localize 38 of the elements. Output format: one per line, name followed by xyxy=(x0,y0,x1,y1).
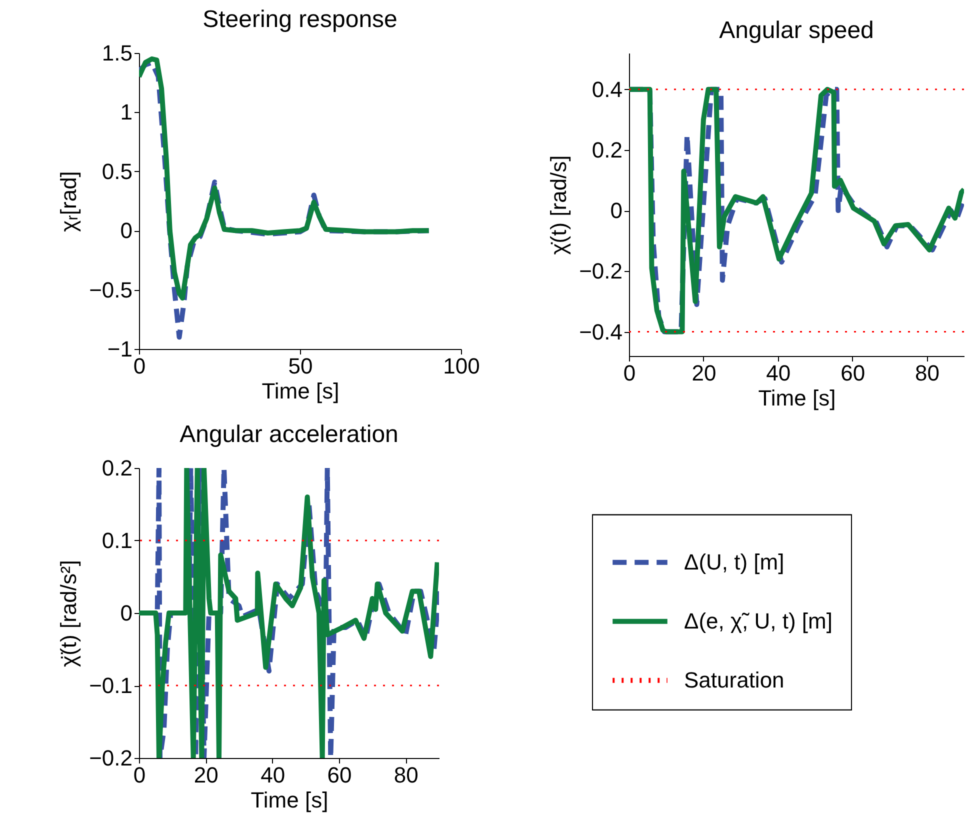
y-tick-label: 0.2 xyxy=(102,456,132,480)
legend-label: Δ(e, χ̃, U, t) [m] xyxy=(684,608,832,634)
legend-label: Saturation xyxy=(684,667,784,692)
x-axis-title: Time [s] xyxy=(758,386,836,410)
x-tick-label: 60 xyxy=(327,762,352,788)
y-tick-label: 1.5 xyxy=(102,40,132,66)
y-axis-title: χ̇(t) [rad/s] xyxy=(546,155,572,255)
x-tick-label: 80 xyxy=(394,762,418,788)
x-tick-label: 20 xyxy=(692,360,716,386)
chart-title: Steering response xyxy=(202,6,398,33)
y-tick-label: −1 xyxy=(107,336,132,362)
y-tick-label: −0.2 xyxy=(579,258,622,284)
y-tick-label: 0 xyxy=(120,600,132,626)
y-tick-label: −0.5 xyxy=(89,277,132,302)
chart-title: Angular acceleration xyxy=(180,421,398,448)
x-tick-label: 50 xyxy=(288,354,313,378)
y-tick-label: 0 xyxy=(610,198,622,224)
legend-label: Δ(U, t) [m] xyxy=(684,549,784,574)
y-tick-label: 0 xyxy=(120,218,132,244)
x-tick-label: 80 xyxy=(915,360,940,386)
y-axis-title: χᵣ[rad] xyxy=(56,171,82,232)
y-tick-label: −0.2 xyxy=(89,746,132,770)
y-tick-label: 1 xyxy=(120,100,132,125)
x-tick-label: 20 xyxy=(194,762,218,788)
x-axis-title: Time [s] xyxy=(262,378,340,404)
y-tick-label: −0.1 xyxy=(89,673,132,698)
y-tick-label: 0.1 xyxy=(102,528,132,553)
y-tick-label: 0.5 xyxy=(102,158,132,184)
y-axis-title: χ̈(t) [rad/s²] xyxy=(56,560,82,667)
chart-title: Angular speed xyxy=(719,17,874,44)
y-tick-label: 0.2 xyxy=(592,137,622,162)
y-tick-label: 0.4 xyxy=(592,76,622,102)
x-tick-label: 40 xyxy=(260,762,286,788)
x-tick-label: 100 xyxy=(443,354,480,378)
y-tick-label: −0.4 xyxy=(579,319,622,344)
x-axis-title: Time [s] xyxy=(250,788,328,812)
x-tick-label: 40 xyxy=(766,360,791,386)
x-tick-label: 60 xyxy=(840,360,866,386)
